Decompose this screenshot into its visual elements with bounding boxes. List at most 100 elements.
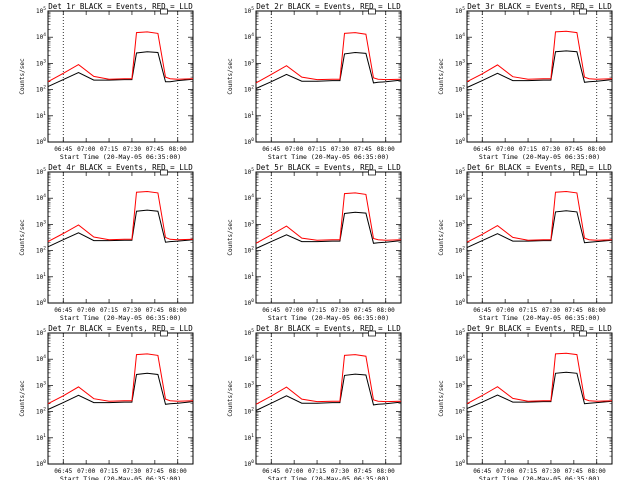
interval-marker xyxy=(160,330,168,337)
y-tick-label: 100 xyxy=(244,459,254,468)
series-line-lld xyxy=(47,190,194,243)
y-tick-label: 104 xyxy=(244,32,254,41)
y-tick-label: 102 xyxy=(455,85,465,94)
x-tick-label: 07:15 xyxy=(100,307,118,314)
series-line-events xyxy=(466,50,613,88)
x-tick-label: 08:00 xyxy=(377,146,395,153)
x-tick-label: 07:00 xyxy=(77,307,95,314)
x-tick-label: 07:00 xyxy=(285,146,303,153)
plot-frame xyxy=(47,10,194,143)
x-tick-label: 07:00 xyxy=(496,307,514,314)
x-tick-label: 07:15 xyxy=(308,468,326,475)
y-tick-label: 105 xyxy=(36,167,46,176)
series-line-events xyxy=(466,371,613,410)
x-tick-label: 06:45 xyxy=(54,307,72,314)
x-axis-label: Start Time (20-May-05 06:35:00) xyxy=(479,314,600,322)
y-axis-label: Counts/sec xyxy=(438,58,445,95)
x-tick-label: 07:30 xyxy=(542,146,560,153)
x-tick-label: 08:00 xyxy=(588,146,606,153)
y-tick-label: 100 xyxy=(244,298,254,307)
series-line-events xyxy=(255,51,402,89)
y-tick-label: 103 xyxy=(244,58,254,67)
y-tick-label: 104 xyxy=(36,193,46,202)
series-line-lld xyxy=(466,30,613,83)
interval-marker xyxy=(579,169,587,176)
plot-frame xyxy=(255,10,402,143)
x-tick-label: 07:15 xyxy=(308,307,326,314)
series-line-lld xyxy=(47,31,194,83)
x-tick-label: 07:00 xyxy=(77,468,95,475)
panel-det-7: Det 7r BLACK = Events, RED = LLD 06:45 07:… xyxy=(19,324,194,483)
x-tick-label: 07:30 xyxy=(123,307,141,314)
x-tick-label: 08:00 xyxy=(588,468,606,475)
y-tick-label: 102 xyxy=(455,407,465,416)
x-tick-label: 07:15 xyxy=(100,468,118,475)
y-tick-label: 104 xyxy=(455,193,465,202)
x-tick-label: 07:15 xyxy=(519,146,537,153)
series-line-lld xyxy=(466,190,613,243)
x-axis-label: Start Time (20-May-05 06:35:00) xyxy=(268,153,389,161)
y-tick-label: 101 xyxy=(455,433,465,442)
series-line-lld xyxy=(47,353,194,405)
x-tick-label: 07:30 xyxy=(331,307,349,314)
panel-det-9: Det 9r BLACK = Events, RED = LLD 06:45 07:… xyxy=(438,324,613,483)
x-tick-label: 08:00 xyxy=(169,307,187,314)
x-tick-label: 06:45 xyxy=(54,146,72,153)
y-tick-label: 100 xyxy=(455,298,465,307)
x-axis-label: Start Time (20-May-05 06:35:00) xyxy=(60,475,181,480)
y-tick-label: 104 xyxy=(455,32,465,41)
series-line-events xyxy=(466,210,613,249)
y-tick-label: 105 xyxy=(244,328,254,337)
panel-title: Det 6r BLACK = Events, RED = LLD xyxy=(467,163,612,172)
y-axis-label: Counts/sec xyxy=(438,380,445,417)
y-axis-label: Counts/sec xyxy=(438,219,445,256)
y-tick-label: 100 xyxy=(36,298,46,307)
y-tick-label: 101 xyxy=(455,111,465,120)
x-tick-label: 06:45 xyxy=(54,468,72,475)
x-tick-label: 07:15 xyxy=(308,146,326,153)
y-axis-label: Counts/sec xyxy=(19,58,26,95)
panel-title: Det 5r BLACK = Events, RED = LLD xyxy=(256,163,401,172)
y-tick-label: 101 xyxy=(455,272,465,281)
x-tick-label: 06:45 xyxy=(262,307,280,314)
panel-det-2: Det 2r BLACK = Events, RED = LLD 06:45 07:… xyxy=(227,2,402,161)
x-axis-label: Start Time (20-May-05 06:35:00) xyxy=(479,153,600,161)
x-tick-label: 06:45 xyxy=(473,468,491,475)
y-tick-label: 102 xyxy=(36,246,46,255)
y-tick-label: 105 xyxy=(455,328,465,337)
plot-frame xyxy=(466,10,613,143)
y-tick-label: 103 xyxy=(36,58,46,67)
plot-frame xyxy=(47,171,194,304)
y-tick-label: 102 xyxy=(36,85,46,94)
y-axis-label: Counts/sec xyxy=(227,219,234,256)
y-axis-label: Counts/sec xyxy=(227,58,234,95)
y-tick-label: 101 xyxy=(244,272,254,281)
series-line-events xyxy=(47,372,194,410)
y-tick-label: 103 xyxy=(244,380,254,389)
y-tick-label: 104 xyxy=(455,354,465,363)
series-line-lld xyxy=(466,352,613,405)
x-tick-label: 07:45 xyxy=(146,468,164,475)
y-tick-label: 100 xyxy=(455,459,465,468)
panel-title: Det 9r BLACK = Events, RED = LLD xyxy=(467,324,612,333)
x-axis-label: Start Time (20-May-05 06:35:00) xyxy=(268,314,389,322)
panel-title: Det 3r BLACK = Events, RED = LLD xyxy=(467,2,612,11)
x-tick-label: 06:45 xyxy=(473,146,491,153)
panel-det-3: Det 3r BLACK = Events, RED = LLD 06:45 07:… xyxy=(438,2,613,161)
y-tick-label: 101 xyxy=(36,272,46,281)
x-tick-label: 06:45 xyxy=(473,307,491,314)
panel-det-8: Det 8r BLACK = Events, RED = LLD 06:45 07:… xyxy=(227,324,402,483)
interval-marker xyxy=(579,8,587,15)
y-tick-label: 102 xyxy=(244,407,254,416)
y-tick-label: 104 xyxy=(244,193,254,202)
x-tick-label: 07:30 xyxy=(331,468,349,475)
y-tick-label: 102 xyxy=(244,85,254,94)
x-axis-label: Start Time (20-May-05 06:35:00) xyxy=(479,475,600,480)
y-tick-label: 105 xyxy=(455,167,465,176)
x-tick-label: 07:30 xyxy=(542,307,560,314)
x-tick-label: 07:00 xyxy=(496,146,514,153)
panel-title: Det 7r BLACK = Events, RED = LLD xyxy=(48,324,193,333)
x-tick-label: 07:45 xyxy=(565,468,583,475)
interval-marker xyxy=(368,8,376,15)
